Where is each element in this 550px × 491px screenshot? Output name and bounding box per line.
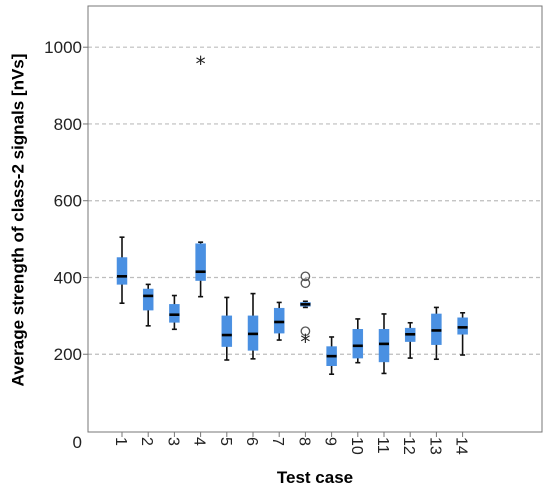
iqr-box xyxy=(142,288,154,311)
box-test-case-11 xyxy=(378,313,390,375)
outlier-star: * xyxy=(196,52,206,76)
iqr-box xyxy=(195,243,206,281)
box-test-case-5 xyxy=(221,296,233,361)
iqr-box xyxy=(116,257,128,285)
iqr-box xyxy=(352,329,364,359)
y-axis-title: Average strength of class-2 signals [nVs… xyxy=(8,53,27,387)
x-tick-label: 5 xyxy=(217,437,234,446)
box-test-case-6 xyxy=(247,292,259,360)
y-tick-label: 800 xyxy=(54,115,82,134)
x-tick-label: 2 xyxy=(138,437,155,446)
x-tick-label: 6 xyxy=(243,437,260,446)
x-tick-label: 7 xyxy=(269,437,286,446)
iqr-box xyxy=(378,329,390,363)
x-tick-label: 11 xyxy=(374,437,391,454)
outlier-circle xyxy=(300,271,311,282)
y-tick-label: 0 xyxy=(73,433,82,452)
iqr-box xyxy=(221,315,233,347)
box-test-case-13 xyxy=(431,306,442,361)
iqr-box xyxy=(273,307,285,334)
x-tick-label: 4 xyxy=(191,437,208,446)
x-axis-title: Test case xyxy=(276,468,354,487)
iqr-box xyxy=(457,317,468,335)
outlier-star: * xyxy=(300,330,310,354)
box-test-case-7 xyxy=(273,301,285,341)
x-tick-label: 8 xyxy=(295,437,312,446)
x-tick-label: 1 xyxy=(112,437,129,446)
box-test-case-1 xyxy=(116,236,128,304)
box-test-case-9 xyxy=(326,336,337,375)
x-tick-label: 10 xyxy=(348,437,365,455)
box-test-case-10 xyxy=(352,318,364,364)
box-test-case-4: * xyxy=(195,52,206,298)
outlier-circle xyxy=(300,278,311,289)
x-tick-label: 3 xyxy=(164,437,181,446)
y-tick-label: 200 xyxy=(54,345,82,364)
y-tick-label: 1000 xyxy=(44,38,82,57)
y-axis-title-container: Average strength of class-2 signals [nVs… xyxy=(3,30,33,410)
plot-frame xyxy=(87,5,543,433)
x-tick-label: 14 xyxy=(453,437,470,455)
y-tick-label: 400 xyxy=(54,268,82,287)
box-test-case-14 xyxy=(457,311,468,356)
box-test-case-3 xyxy=(169,294,180,331)
iqr-box xyxy=(169,304,180,323)
x-tick-label: 9 xyxy=(322,437,339,446)
x-tick-label: 13 xyxy=(426,437,443,455)
box-test-case-2 xyxy=(142,283,154,327)
outlier-circle xyxy=(300,326,311,337)
y-tick-label: 600 xyxy=(54,192,82,211)
box-test-case-8: * xyxy=(300,271,311,354)
x-tick-label: 12 xyxy=(400,437,417,455)
box-test-case-12 xyxy=(404,321,416,359)
